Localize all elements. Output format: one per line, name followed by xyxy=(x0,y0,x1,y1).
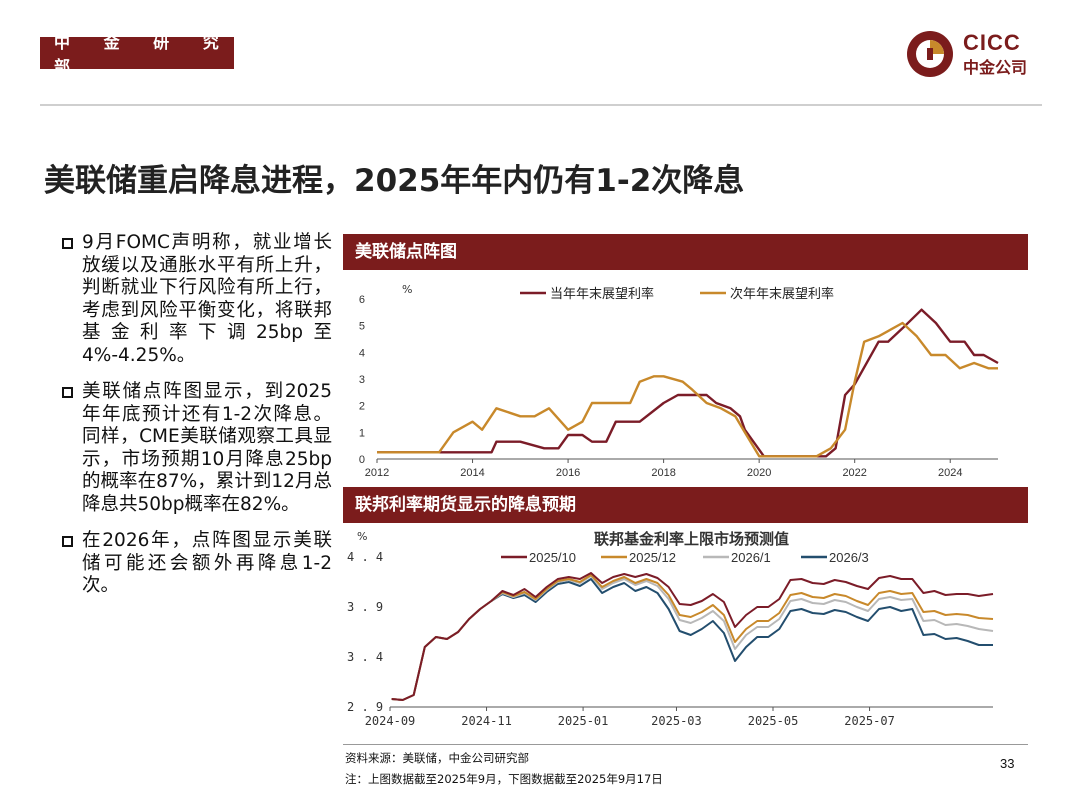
y-tick-label: 4 . 4 xyxy=(347,550,383,564)
y-tick-label: 2 xyxy=(359,401,365,413)
y-tick-label: 3 . 4 xyxy=(347,650,383,664)
x-tick-label: 2014 xyxy=(460,467,484,479)
panel-heading-futures: 联邦利率期货显示的降息预期 xyxy=(343,487,1028,523)
series-line-2025-10 xyxy=(391,572,994,701)
y-tick-label: 2 . 9 xyxy=(347,700,383,714)
logo-text-cn: 中金公司 xyxy=(963,58,1028,77)
legend-label: 次年年末展望利率 xyxy=(730,286,834,302)
series-line-2026-3 xyxy=(391,578,993,701)
bullet-text: 美联储点阵图显示，到2025年年底预计还有1-2次降息。同样，CME美联储观察工… xyxy=(82,381,332,515)
legend-label: 2026/1 xyxy=(731,550,771,565)
bullet-item: 9月FOMC声明称，就业增长放缓以及通胀水平有所上升，判断就业下行风险有所上行，… xyxy=(62,232,332,367)
chart-title: 联邦基金利率上限市场预测值 xyxy=(594,530,789,548)
x-tick-label: 2025-03 xyxy=(651,714,702,728)
bullet-item: 在2026年，点阵图显示美联储可能还会额外再降息1-2次。 xyxy=(62,530,332,598)
checkbox-bullet-icon xyxy=(62,387,73,398)
y-tick-label: 0 xyxy=(359,454,365,466)
panel-heading-dot-plot: 美联储点阵图 xyxy=(343,234,1028,270)
page-number: 33 xyxy=(1000,756,1015,771)
x-tick-label: 2012 xyxy=(365,467,389,479)
x-tick-label: 2020 xyxy=(747,467,771,479)
x-tick-label: 2016 xyxy=(556,467,580,479)
y-axis-unit-label: % xyxy=(402,283,412,296)
y-axis-unit-label: % xyxy=(357,530,367,543)
x-tick-label: 2022 xyxy=(842,467,866,479)
y-tick-label: 3 xyxy=(359,374,365,386)
x-tick-label: 2025-01 xyxy=(558,714,609,728)
page-title: 美联储重启降息进程，2025年年内仍有1-2次降息 xyxy=(44,163,745,199)
bullet-list: 9月FOMC声明称，就业增长放缓以及通胀水平有所上升，判断就业下行风险有所上行，… xyxy=(62,232,332,612)
x-tick-label: 2024-09 xyxy=(365,714,416,728)
logo-text-en: CICC xyxy=(963,30,1021,55)
footer-divider xyxy=(343,744,1028,745)
bullet-text: 9月FOMC声明称，就业增长放缓以及通胀水平有所上升，判断就业下行风险有所上行，… xyxy=(82,232,332,366)
x-tick-label: 2025-05 xyxy=(748,714,799,728)
checkbox-bullet-icon xyxy=(62,536,73,547)
dot-plot-chart: 0 1 2 3 4 5 6 2012 2014 2016 2018 2020 2022 2024% 当年年末… xyxy=(359,283,999,479)
series-line-next-year xyxy=(377,321,998,458)
legend-label: 当年年末展望利率 xyxy=(550,286,654,302)
cicc-logo: CICC 中金公司 xyxy=(905,28,1055,80)
y-tick-label: 3 . 9 xyxy=(347,600,383,614)
checkbox-bullet-icon xyxy=(62,238,73,249)
department-badge: 中 金 研 究 部 xyxy=(40,33,234,76)
bullet-text: 在2026年，点阵图显示美联储可能还会额外再降息1-2次。 xyxy=(82,530,332,596)
y-tick-label: 5 xyxy=(359,321,365,333)
bullet-item: 美联储点阵图显示，到2025年年底预计还有1-2次降息。同样，CME美联储观察工… xyxy=(62,381,332,516)
footnote: 注：上图数据截至2025年9月，下图数据截至2025年9月17日 xyxy=(345,772,663,786)
cicc-logo-icon xyxy=(907,31,953,77)
series-line-2025-12 xyxy=(391,574,994,701)
top-divider xyxy=(40,104,1042,106)
series-line-current-year xyxy=(377,308,999,458)
futures-chart: 联邦基金利率上限市场预测值% 2 . 9 3 . 4 3 . 9 4 . 4 2024-0… xyxy=(347,530,994,728)
y-tick-label: 1 xyxy=(359,427,365,439)
x-tick-label: 2025-07 xyxy=(844,714,895,728)
x-tick-label: 2024-11 xyxy=(461,714,512,728)
x-tick-label: 2024 xyxy=(938,467,962,479)
x-tick-label: 2018 xyxy=(651,467,675,479)
y-tick-label: 6 xyxy=(359,294,365,306)
source-note: 资料来源：美联储，中金公司研究部 xyxy=(345,751,529,765)
legend-label: 2026/3 xyxy=(829,550,869,565)
legend-label: 2025/10 xyxy=(529,550,576,565)
y-tick-label: 4 xyxy=(359,347,365,359)
legend-label: 2025/12 xyxy=(629,550,676,565)
